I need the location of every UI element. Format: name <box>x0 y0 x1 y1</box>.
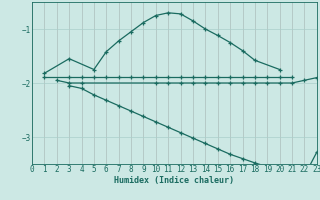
X-axis label: Humidex (Indice chaleur): Humidex (Indice chaleur) <box>115 176 234 185</box>
